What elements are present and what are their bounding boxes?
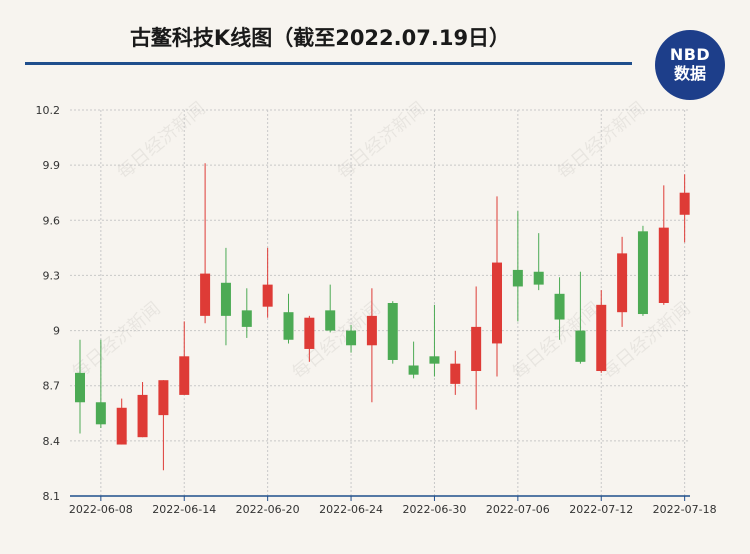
candle	[200, 163, 211, 324]
candle	[637, 225, 648, 316]
watermark-text: 每日经济新闻	[68, 298, 164, 384]
candle	[554, 277, 565, 340]
candle-body	[75, 372, 85, 403]
candle	[679, 174, 690, 243]
candle	[658, 185, 669, 305]
candle-body	[200, 273, 211, 316]
candle-body	[512, 269, 523, 287]
candle-body	[346, 330, 357, 346]
candle-body	[387, 303, 398, 360]
candle-body	[304, 317, 315, 349]
candle-body	[408, 365, 419, 375]
candle-body	[637, 231, 648, 315]
watermark-text: 每日经济新闻	[333, 98, 429, 184]
candle-body	[450, 363, 461, 384]
candle-body	[617, 253, 628, 313]
candle	[304, 315, 315, 362]
x-tick-label: 2022-07-06	[486, 503, 550, 516]
candle-body	[429, 356, 440, 364]
candle-body	[533, 271, 544, 285]
nbd-logo: NBD 数据	[655, 30, 725, 100]
watermark-text: 每日经济新闻	[113, 98, 209, 184]
logo-text-top: NBD	[669, 45, 711, 64]
candle	[95, 339, 106, 428]
candle-body	[220, 282, 231, 316]
candle	[617, 236, 628, 327]
candle	[533, 233, 544, 291]
x-tick-label: 2022-06-24	[319, 503, 383, 516]
candles	[75, 163, 690, 471]
candle	[325, 284, 336, 333]
x-tick-label: 2022-06-30	[402, 503, 466, 516]
candle	[241, 288, 252, 338]
candle-body	[283, 312, 294, 340]
candle	[450, 350, 461, 395]
y-tick-label: 8.7	[43, 380, 61, 393]
candle-body	[492, 262, 502, 344]
x-tick-label: 2022-06-20	[236, 503, 300, 516]
candle	[387, 301, 398, 364]
candle	[471, 286, 482, 410]
candle-body	[116, 407, 127, 445]
candle	[575, 271, 586, 364]
candle	[283, 293, 294, 344]
candle	[179, 321, 190, 395]
candle	[116, 398, 127, 445]
x-tick-label: 2022-06-14	[152, 503, 216, 516]
candle-body	[325, 310, 336, 331]
candle-body	[241, 310, 252, 327]
candle	[220, 247, 231, 346]
y-tick-label: 9.6	[43, 214, 61, 227]
candle	[429, 304, 440, 377]
y-tick-label: 9.9	[43, 159, 61, 172]
title-underline	[25, 62, 632, 65]
candle-body	[95, 402, 106, 425]
y-tick-label: 10.2	[36, 104, 61, 117]
candle-body	[262, 284, 273, 307]
x-axis-ticks: 2022-06-08 2022-06-14 2022-06-20 2022-06-24…	[69, 496, 717, 516]
y-tick-label: 8.1	[43, 490, 61, 503]
candle-body	[137, 394, 148, 438]
candle	[346, 325, 357, 353]
y-tick-label: 8.4	[43, 435, 61, 448]
candle-body	[575, 330, 586, 362]
candle-body	[471, 326, 482, 372]
candle-body	[554, 293, 565, 320]
x-tick-label: 2022-07-18	[653, 503, 717, 516]
x-tick-label: 2022-07-12	[569, 503, 633, 516]
candle	[408, 341, 419, 379]
candle-body	[596, 304, 607, 372]
candle	[262, 247, 273, 318]
candle-body	[179, 356, 190, 395]
header: 古鳌科技K线图（截至2022.07.19日）	[0, 0, 750, 70]
y-axis-ticks: 8.1 8.4 8.7 9 9.3 9.6 9.9 10.2	[36, 104, 61, 503]
candle-body	[366, 315, 377, 346]
candle	[492, 196, 502, 377]
candle	[596, 290, 607, 373]
logo-text-bottom: 数据	[673, 64, 706, 83]
candle	[75, 339, 85, 434]
candle	[158, 380, 169, 471]
candle-body	[658, 227, 669, 303]
candle	[366, 288, 377, 403]
chart-title: 古鳌科技K线图（截至2022.07.19日）	[129, 26, 511, 50]
candle	[137, 382, 148, 438]
y-tick-label: 9	[53, 325, 60, 338]
candle-body	[158, 380, 169, 416]
y-tick-label: 9.3	[43, 269, 61, 282]
x-tick-label: 2022-06-08	[69, 503, 133, 516]
candle	[512, 211, 523, 322]
candle-body	[679, 192, 690, 215]
